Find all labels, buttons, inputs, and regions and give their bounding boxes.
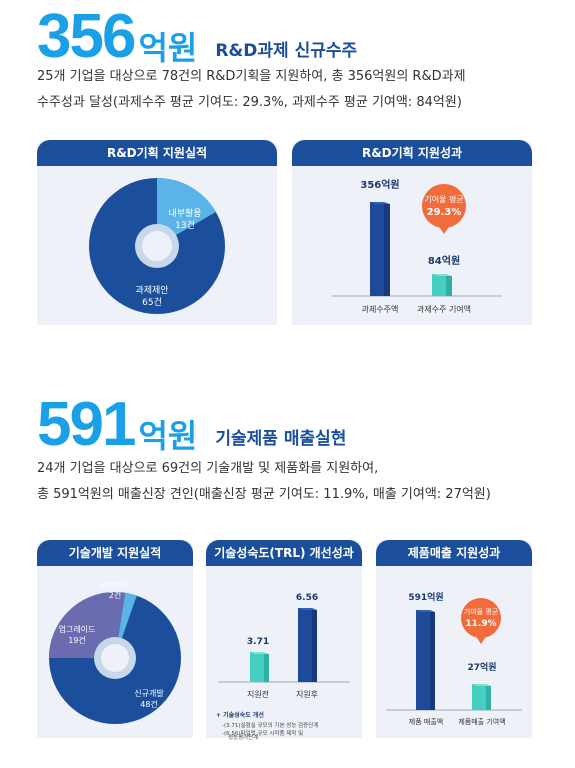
bar-sales-contribution: [472, 684, 491, 710]
bubble-value: 11.9%: [465, 619, 496, 629]
slice-label: 업그레이드: [59, 624, 96, 634]
note-title: + 기술성숙도 개선: [216, 711, 264, 719]
headline: 356 억원 R&D과제 신규수주: [37, 6, 357, 68]
contribution-bubble: [422, 184, 466, 234]
panel-trl: 기술성숙도(TRL) 개선성과 3.71 지원전 6.56 지원후 + 기술성숙…: [206, 540, 362, 741]
panel-tech-dev: 기술개발 지원실적 시험인증 2건 업그레이드 19건 신규개발 48건: [37, 540, 193, 738]
headline-subtitle: R&D과제 신규수주: [215, 41, 358, 61]
pie-chart: 시험인증 2건 업그레이드 19건 신규개발 48건: [49, 580, 181, 724]
slice-label: 시험인증: [100, 580, 129, 590]
bar-value: 591억원: [408, 591, 443, 603]
slice-value: 48건: [140, 699, 158, 709]
bar-label: 과제수주 기여액: [417, 304, 471, 314]
slice-label: 내부활용: [168, 207, 201, 219]
note-line: -(6.56)파일럿 규모 시작품 제작 및: [222, 729, 303, 737]
slice-label: 과제제안: [135, 285, 168, 296]
big-unit: 억원: [138, 29, 198, 67]
pie-chart: 내부활용 13건 과제제안 65건: [89, 178, 225, 314]
pie-hole: [142, 231, 172, 261]
panel-rnd-planning: R&D기획 지원실적 내부활용 13건 과제제안 65건: [37, 140, 277, 325]
bar-value: 3.71: [247, 637, 269, 647]
bubble-value: 29.3%: [427, 207, 462, 218]
panel-title: R&D기획 지원성과: [292, 140, 532, 166]
bar-rnd-contribution: [432, 274, 452, 296]
sales-bar-chart: 591억원 제품 매출액 27억원 제품매출 기여액 기여율 평균 11.9%: [386, 591, 522, 726]
bar-label: 지원전: [247, 689, 269, 699]
slice-value: 2건: [109, 590, 121, 600]
section-rnd: 356 억원 R&D과제 신규수주 25개 기업을 대상으로 78건의 R&D기…: [0, 0, 575, 340]
bar-rnd-total: [370, 202, 390, 296]
panel-title: 기술성숙도(TRL) 개선성과: [206, 540, 362, 566]
slice-value: 65건: [142, 297, 162, 308]
description-line: 수주성과 달성(과제수주 평균 기여도: 29.3%, 과제수주 평균 기여액:…: [37, 95, 462, 110]
description-line: 25개 기업을 대상으로 78건의 R&D기획을 지원하여, 총 356억원의 …: [37, 69, 466, 84]
bar-trl-before: [250, 652, 269, 682]
description-line: 총 591억원의 매출신장 견인(매출신장 평균 기여도: 11.9%, 매출 …: [37, 487, 491, 502]
slice-value: 19건: [68, 635, 86, 645]
big-unit: 억원: [138, 417, 198, 455]
contribution-bubble: [461, 598, 501, 644]
description: 24개 기업을 대상으로 69건의 기술개발 및 제품화를 지원하여, 총 59…: [37, 456, 557, 508]
panel-rnd-results: R&D기획 지원성과 356억원 과제수주액 84억원 과제수주 기여액: [292, 140, 532, 325]
panel-title: R&D기획 지원실적: [37, 140, 277, 166]
headline-subtitle: 기술제품 매출실현: [215, 429, 347, 449]
description-line: 24개 기업을 대상으로 69건의 기술개발 및 제품화를 지원하여,: [37, 461, 379, 476]
pie-hole: [101, 644, 129, 672]
bar-value: 6.56: [296, 593, 318, 603]
slice-value: 13건: [175, 220, 195, 231]
description: 25개 기업을 대상으로 78건의 R&D기획을 지원하여, 총 356억원의 …: [37, 64, 557, 116]
bar-chart: 356억원 과제수주액 84억원 과제수주 기여액 기여율 평균 29.3%: [332, 178, 502, 314]
bubble-caption: 기여율 평균: [424, 194, 463, 204]
bar-label: 제품매출 기여액: [458, 717, 505, 726]
bar-label: 과제수주액: [362, 304, 399, 314]
bubble-caption: 기여율 평균: [464, 607, 499, 616]
bar-value: 27억원: [467, 661, 496, 673]
note-line: 성능평가단계: [228, 735, 259, 741]
big-number: 356: [37, 2, 136, 71]
bar-value: 84억원: [428, 254, 460, 267]
panel-product-sales: 제품매출 지원성과 591억원 제품 매출액 27억원 제품매출 기여액 기여율…: [376, 540, 532, 738]
bar-label: 제품 매출액: [409, 717, 443, 726]
panel-title: 기술개발 지원실적: [37, 540, 193, 566]
bar-label: 지원후: [296, 690, 318, 699]
headline: 591 억원 기술제품 매출실현: [37, 394, 346, 456]
panel-title: 제품매출 지원성과: [376, 540, 532, 566]
note-line: -(3.71)실험실 규모의 기본 성능 검증단계: [222, 721, 318, 729]
section-sales: 591 억원 기술제품 매출실현 24개 기업을 대상으로 69건의 기술개발 …: [0, 388, 575, 758]
trl-bar-chart: 3.71 지원전 6.56 지원후 + 기술성숙도 개선 -(3.71)실험실 …: [216, 593, 350, 737]
bar-sales-total: [416, 610, 435, 710]
bar-trl-after: [298, 608, 317, 682]
big-number: 591: [37, 390, 136, 459]
slice-label: 신규개발: [134, 688, 164, 698]
pie-slice-internal: [157, 178, 216, 246]
bar-value: 356억원: [360, 178, 399, 191]
